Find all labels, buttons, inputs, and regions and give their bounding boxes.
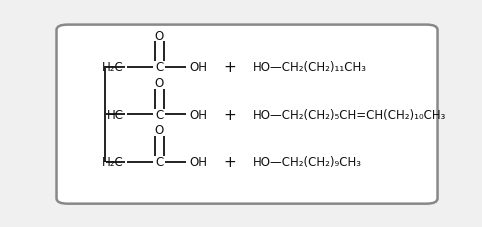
- Text: +: +: [224, 60, 237, 75]
- Text: C: C: [155, 61, 163, 74]
- Text: OH: OH: [190, 61, 208, 74]
- Text: HO—CH₂(CH₂)₁₁CH₃: HO—CH₂(CH₂)₁₁CH₃: [253, 61, 367, 74]
- FancyBboxPatch shape: [56, 25, 438, 204]
- Text: O: O: [155, 77, 164, 90]
- Text: C: C: [155, 108, 163, 121]
- Text: HO—CH₂(CH₂)₅CH=CH(CH₂)₁₀CH₃: HO—CH₂(CH₂)₅CH=CH(CH₂)₁₀CH₃: [253, 108, 446, 121]
- Text: HO—CH₂(CH₂)₉CH₃: HO—CH₂(CH₂)₉CH₃: [253, 155, 362, 168]
- Text: +: +: [224, 154, 237, 169]
- Text: H₂C: H₂C: [102, 61, 124, 74]
- Text: H₂C: H₂C: [102, 155, 124, 168]
- Text: O: O: [155, 30, 164, 42]
- Text: OH: OH: [190, 108, 208, 121]
- Text: HC: HC: [107, 108, 124, 121]
- Text: +: +: [224, 107, 237, 122]
- Text: OH: OH: [190, 155, 208, 168]
- Text: O: O: [155, 124, 164, 137]
- Text: C: C: [155, 155, 163, 168]
